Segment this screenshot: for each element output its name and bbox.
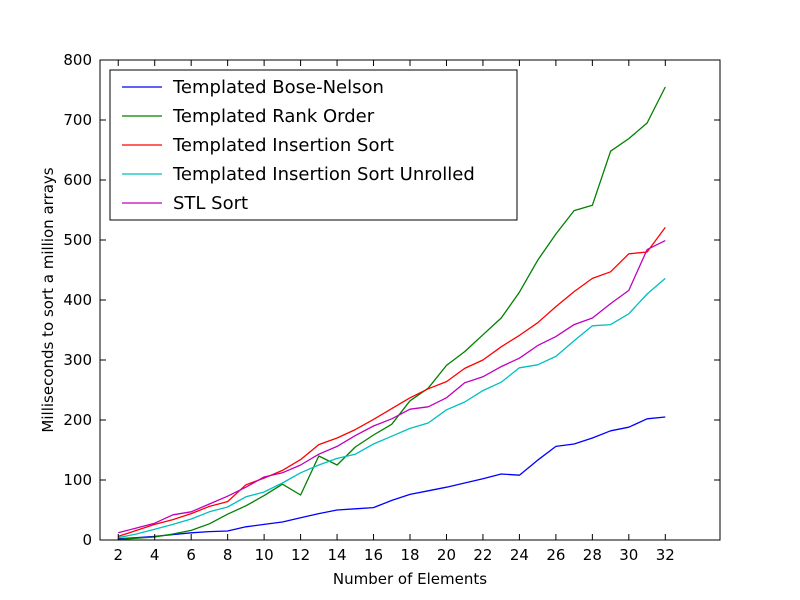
series-line-templated-rank-order: [118, 86, 666, 541]
x-tick-label: 14: [328, 546, 347, 564]
x-tick-label: 8: [223, 546, 233, 564]
x-tick-label: 18: [400, 546, 419, 564]
series-line-stl-sort: [118, 240, 666, 534]
legend-label: Templated Bose-Nelson: [172, 77, 384, 98]
x-tick-label: 20: [437, 546, 456, 564]
series-line-templated-bose-nelson: [118, 416, 666, 540]
x-tick-label: 10: [255, 546, 274, 564]
series-line-templated-insertion-sort: [117, 227, 666, 538]
series-layer: [117, 86, 666, 541]
x-tick-label: 4: [150, 546, 160, 564]
x-tick-label: 2: [113, 546, 123, 564]
x-tick-label: 16: [364, 546, 383, 564]
legend-label: Templated Rank Order: [172, 106, 375, 127]
y-axis-label: Milliseconds to sort a million arrays: [39, 167, 57, 432]
y-tick-label: 100: [63, 471, 92, 489]
y-axis: 0 100 200 300 400 500 600 700 800: [63, 51, 720, 549]
x-tick-label: 26: [546, 546, 565, 564]
y-tick-label: 600: [63, 171, 92, 189]
series-line-templated-insertion-sort-unrolled: [118, 277, 666, 539]
legend-label: Templated Insertion Sort Unrolled: [172, 164, 475, 185]
legend-label: Templated Insertion Sort: [172, 135, 394, 156]
x-tick-label: 12: [291, 546, 310, 564]
x-tick-label: 6: [186, 546, 196, 564]
legend: Templated Bose-Nelson Templated Rank Orde…: [109, 69, 518, 221]
x-tick-label: 22: [473, 546, 492, 564]
legend-label: STL Sort: [173, 193, 248, 214]
y-tick-label: 400: [63, 291, 92, 309]
y-tick-label: 0: [82, 531, 92, 549]
x-tick-label: 28: [583, 546, 602, 564]
y-tick-label: 800: [63, 51, 92, 69]
legend-box: [109, 69, 518, 221]
y-tick-label: 300: [63, 351, 92, 369]
y-tick-label: 700: [63, 111, 92, 129]
y-tick-label: 200: [63, 411, 92, 429]
x-tick-label: 30: [619, 546, 638, 564]
x-tick-label: 24: [510, 546, 529, 564]
x-axis: 2 4 6 8 10 12 14 16 18 20 22 24 26 28 30 32: [113, 60, 675, 564]
y-tick-label: 500: [63, 231, 92, 249]
x-axis-label: Number of Elements: [333, 570, 487, 588]
x-tick-label: 32: [656, 546, 675, 564]
